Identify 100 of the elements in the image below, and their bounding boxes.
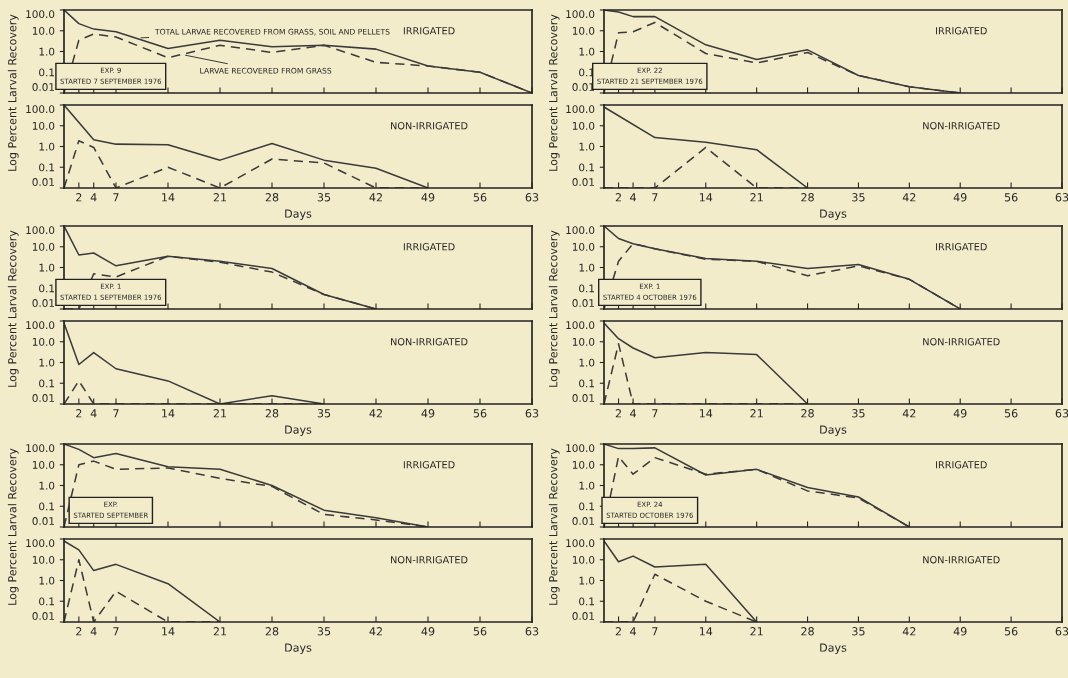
x-tick-label: 7	[113, 627, 119, 636]
x-tick-label: 63	[1055, 627, 1068, 636]
y-tick-label: 10.0	[572, 26, 595, 35]
x-tick-label: 21	[750, 193, 763, 202]
y-tick-label: 10.0	[572, 242, 595, 251]
y-tick-label: 10.0	[32, 26, 55, 35]
x-axis-title: Days	[820, 209, 847, 220]
x-tick-label: 14	[699, 627, 713, 636]
x-tick-label: 63	[525, 627, 539, 636]
y-tick-label: 0.01	[32, 394, 55, 402]
x-tick-label: 28	[801, 627, 814, 636]
y-tick-label: 1.0	[39, 142, 55, 151]
y-tick-label: 100.0	[26, 539, 55, 548]
y-tick-label: 0.1	[579, 502, 595, 511]
annotation: NON-IRRIGATED	[923, 122, 1000, 130]
x-tick-label: 2	[76, 409, 82, 418]
annotation: IRRIGATED	[403, 27, 455, 35]
y-tick-label: 10.0	[572, 555, 595, 564]
y-tick-label: 0.1	[579, 379, 595, 388]
x-tick-label: 35	[317, 193, 331, 202]
y-tick-label: 100.0	[26, 105, 55, 114]
annotation: IRRIGATED	[403, 461, 455, 469]
x-axis-title: Days	[285, 209, 312, 220]
x-tick-label: 56	[473, 193, 487, 202]
x-tick-label: 42	[902, 627, 916, 636]
x-tick-label: 42	[369, 627, 382, 636]
x-tick-label: 7	[113, 409, 119, 418]
x-tick-label: 21	[750, 409, 763, 418]
x-tick-label: 28	[265, 409, 279, 418]
x-tick-label: 56	[473, 627, 487, 636]
x-tick-label: 42	[369, 193, 382, 202]
x-tick-label: 28	[265, 627, 279, 636]
x-tick-label: 28	[801, 193, 814, 202]
x-tick-label: 28	[265, 193, 279, 202]
y-tick-label: 0.01	[572, 394, 595, 402]
x-tick-label: 2	[76, 627, 82, 636]
y-tick-label: 0.1	[39, 284, 55, 293]
annotation: IRRIGATED	[403, 243, 455, 251]
x-tick-label: 4	[90, 409, 97, 418]
x-tick-label: 42	[369, 409, 382, 418]
y-tick-label: 1.0	[579, 358, 595, 367]
y-tick-label: 100.0	[566, 226, 595, 235]
x-axis-title: Days	[820, 643, 847, 654]
x-tick-label: 35	[852, 193, 865, 202]
y-tick-label: 10.0	[572, 121, 595, 130]
y-tick-label: 0.01	[32, 299, 55, 307]
y-tick-label: 100.0	[566, 321, 595, 330]
y-tick-label: 0.01	[32, 178, 55, 186]
x-tick-label: 35	[852, 627, 865, 636]
x-tick-label: 42	[902, 409, 916, 418]
annotation: IRRIGATED	[936, 243, 987, 251]
y-tick-label: 1.0	[579, 481, 595, 490]
x-tick-label: 56	[473, 409, 487, 418]
x-tick-label: 49	[953, 409, 967, 418]
x-tick-label: 7	[113, 193, 119, 202]
x-axis-title: Days	[820, 425, 847, 436]
x-tick-label: 7	[652, 193, 658, 202]
y-tick-label: 1.0	[39, 358, 55, 367]
x-tick-label: 63	[525, 409, 539, 418]
annotation: NON-IRRIGATED	[923, 338, 1000, 346]
annotation: NON-IRRIGATED	[391, 122, 468, 130]
y-tick-label: 100.0	[566, 10, 595, 19]
x-tick-label: 35	[852, 409, 865, 418]
y-tick-label: 100.0	[26, 226, 55, 235]
y-tick-label: 1.0	[39, 47, 55, 56]
y-tick-label: 1.0	[39, 481, 55, 490]
y-tick-label: 100.0	[26, 444, 55, 453]
y-tick-label: 0.01	[32, 83, 55, 91]
y-tick-label: 0.01	[572, 299, 595, 307]
x-tick-label: 4	[90, 193, 97, 202]
x-tick-label: 28	[801, 409, 814, 418]
x-tick-label: 14	[162, 409, 175, 418]
x-tick-label: 35	[317, 627, 331, 636]
y-tick-label: 1.0	[39, 263, 55, 272]
y-tick-label: 1.0	[579, 47, 595, 56]
y-axis-title: Log Percent Larval Recovery	[7, 230, 19, 387]
y-tick-label: 0.01	[572, 612, 595, 620]
x-tick-label: 49	[421, 409, 435, 418]
x-axis-title: Days	[285, 643, 312, 654]
y-tick-label: 10.0	[572, 460, 595, 469]
x-tick-label: 49	[421, 193, 435, 202]
x-tick-label: 2	[615, 409, 621, 418]
annotation: NON-IRRIGATED	[923, 556, 1000, 564]
y-tick-label: 10.0	[32, 460, 55, 469]
y-tick-label: 10.0	[32, 121, 55, 130]
x-tick-label: 63	[1055, 193, 1068, 202]
y-tick-label: 100.0	[566, 444, 595, 453]
x-tick-label: 21	[750, 627, 763, 636]
y-tick-label: 100.0	[26, 321, 55, 330]
x-tick-label: 4	[630, 627, 636, 636]
y-tick-label: 0.01	[32, 517, 55, 525]
x-tick-label: 7	[652, 409, 658, 418]
x-tick-label: 2	[76, 193, 82, 202]
x-tick-label: 4	[630, 409, 636, 418]
x-tick-label: 7	[652, 627, 658, 636]
x-tick-label: 14	[162, 627, 175, 636]
y-tick-label: 1.0	[579, 263, 595, 272]
x-tick-label: 4	[90, 627, 97, 636]
x-tick-label: 4	[630, 193, 636, 202]
y-tick-label: 0.1	[39, 163, 55, 172]
